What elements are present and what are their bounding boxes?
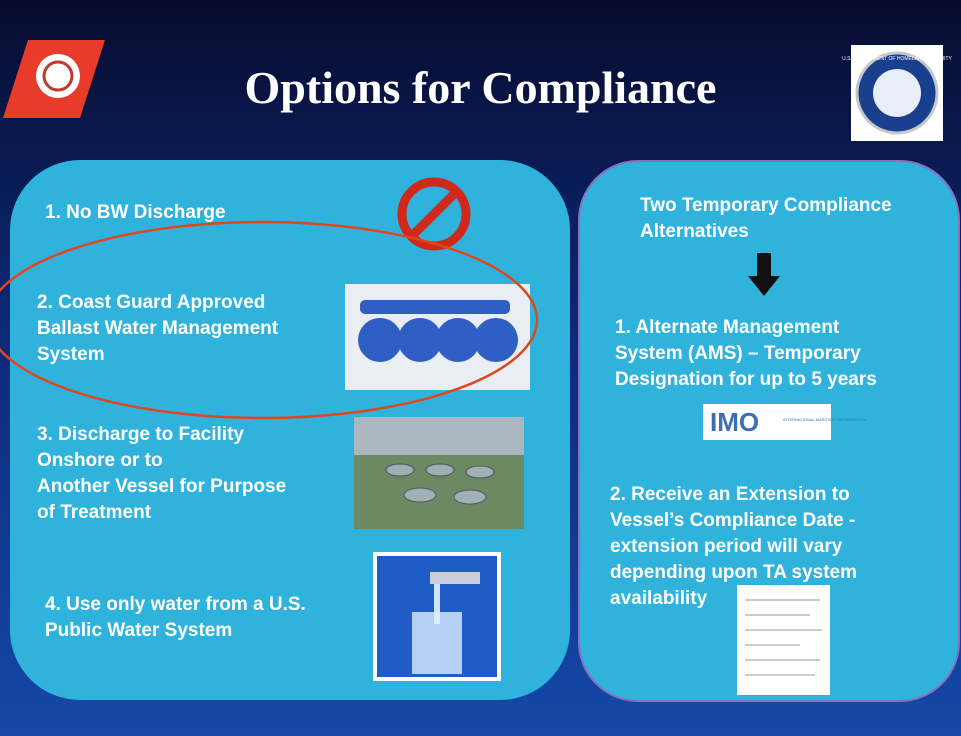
right-heading: Two Temporary Compliance bbox=[640, 193, 892, 219]
imo-name: INTERNATIONAL MARITIME ORGANIZATION bbox=[783, 417, 867, 422]
down-arrow-head bbox=[748, 276, 780, 296]
option-line: 1. No BW Discharge bbox=[45, 200, 226, 226]
alternative-line: Designation for up to 5 years bbox=[615, 367, 877, 393]
option-line: Onshore or to bbox=[37, 448, 163, 474]
option-line: Ballast Water Management bbox=[37, 316, 278, 342]
alternative-line: availability bbox=[610, 586, 707, 612]
imo-mark: IMO bbox=[710, 407, 759, 437]
option-line: 4. Use only water from a U.S. bbox=[45, 592, 306, 618]
faucet bbox=[430, 572, 480, 584]
no-symbol-bar bbox=[411, 191, 457, 237]
alternative-line: 1. Alternate Management bbox=[615, 315, 839, 341]
right-heading: Alternatives bbox=[640, 219, 749, 245]
alternative-line: extension period will vary bbox=[610, 534, 842, 560]
slide: IMO INTERNATIONAL MARITIME ORGANIZATION … bbox=[0, 0, 961, 736]
alternative-line: System (AMS) – Temporary bbox=[615, 341, 861, 367]
facility-sky bbox=[354, 417, 524, 455]
alternative-line: 2. Receive an Extension to bbox=[610, 482, 850, 508]
option-line: System bbox=[37, 342, 105, 368]
alternative-line: depending upon TA system bbox=[610, 560, 857, 586]
option-line: 2. Coast Guard Approved bbox=[37, 290, 265, 316]
option-line: Another Vessel for Purpose bbox=[37, 474, 286, 500]
slide-title: Options for Compliance bbox=[0, 60, 961, 116]
down-arrow-shaft bbox=[757, 253, 771, 278]
glass bbox=[412, 612, 462, 674]
option-line: 3. Discharge to Facility bbox=[37, 422, 244, 448]
alternative-line: Vessel’s Compliance Date - bbox=[610, 508, 855, 534]
option-line: Public Water System bbox=[45, 618, 232, 644]
document-image bbox=[737, 585, 830, 695]
option-line: of Treatment bbox=[37, 500, 151, 526]
